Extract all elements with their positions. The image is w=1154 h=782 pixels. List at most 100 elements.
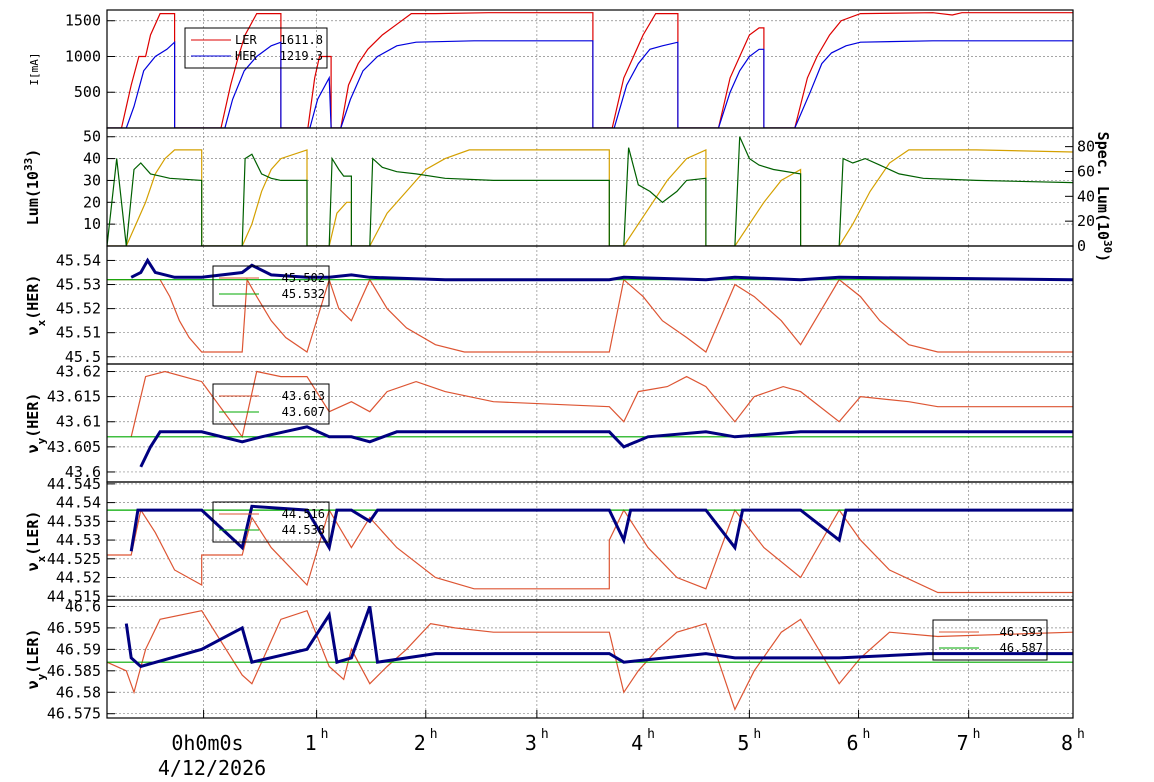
legend-box bbox=[184, 27, 328, 69]
legend-value: 43.613 bbox=[282, 389, 325, 403]
legend-value: 45.502 bbox=[282, 271, 325, 285]
ytick-label: 44.54 bbox=[56, 494, 101, 512]
ytick-right-label: 60 bbox=[1077, 162, 1095, 180]
ytick-label: 50 bbox=[83, 128, 101, 146]
xtick-sup: h bbox=[321, 727, 329, 742]
ytick-label: 46.575 bbox=[47, 705, 101, 723]
ytick-label: 40 bbox=[83, 150, 101, 168]
xtick-sup: h bbox=[973, 727, 981, 742]
y-axis-label: νx(LER) bbox=[24, 511, 48, 572]
y-axis-right-label: Spec. Lum(1030) bbox=[1094, 132, 1115, 263]
ytick-label: 43.615 bbox=[47, 388, 101, 406]
panel-frame bbox=[106, 363, 1074, 483]
panel-3: 43.6 43.605 43.61 43.615 43.62 νy(HER) 43.613 4… bbox=[24, 363, 1074, 483]
ytick-label: 45.54 bbox=[56, 251, 101, 269]
xtick-label: 2 bbox=[414, 731, 426, 755]
ytick-label: 46.6 bbox=[65, 597, 101, 615]
x-axis-date: 4/12/2026 bbox=[158, 756, 266, 780]
ytick-label: 30 bbox=[83, 171, 101, 189]
ytick-label: 45.53 bbox=[56, 276, 101, 294]
panel-frame bbox=[106, 481, 1074, 601]
ytick-label: 43.605 bbox=[47, 438, 101, 456]
xtick-label: 5 bbox=[737, 731, 749, 755]
legend-value: 45.532 bbox=[282, 287, 325, 301]
legend-value: 44.538 bbox=[282, 523, 325, 537]
series-line-her bbox=[107, 40, 1073, 128]
y-axis-label: Lum(1033) bbox=[22, 149, 43, 225]
xtick-sup: h bbox=[647, 727, 655, 742]
y-axis-label: νy(HER) bbox=[24, 393, 48, 454]
ytick-label: 45.51 bbox=[56, 324, 101, 342]
xtick-sup: h bbox=[753, 727, 761, 742]
x-axis: 0h0m0s 1 h 2 h 3 h 4 h 5 h 6 h 7 h 8 h4/12/2026 bbox=[158, 710, 1085, 780]
xtick-sup: h bbox=[430, 727, 438, 742]
series-line-set bbox=[107, 508, 1073, 594]
xtick-sup: h bbox=[1077, 727, 1085, 742]
series-line-lum bbox=[107, 148, 1073, 246]
ytick-label: 44.545 bbox=[47, 475, 101, 493]
series-line-meas bbox=[129, 504, 1073, 552]
ytick-label: 43.6 bbox=[65, 463, 101, 481]
xtick-label: 3 bbox=[525, 731, 537, 755]
ytick-label: 43.62 bbox=[56, 363, 101, 381]
ytick-label: 45.52 bbox=[56, 300, 101, 318]
ytick-label: 500 bbox=[74, 83, 101, 101]
legend-box bbox=[932, 619, 1048, 661]
xtick-label: 8 bbox=[1061, 731, 1073, 755]
ytick-label: 10 bbox=[83, 215, 101, 233]
legend-value: 1219.3 bbox=[280, 49, 323, 63]
legend-value: 43.607 bbox=[282, 405, 325, 419]
panel-2: 45.5 45.51 45.52 45.53 45.54 νx(HER) 45.502 45.… bbox=[24, 245, 1074, 366]
series-line-speclum bbox=[107, 136, 1073, 246]
ytick-label: 44.52 bbox=[56, 569, 101, 587]
legend-name: LER bbox=[235, 33, 257, 47]
xtick-sup: h bbox=[863, 727, 871, 742]
series-line-meas bbox=[139, 425, 1073, 468]
ytick-label: 46.58 bbox=[56, 683, 101, 701]
ytick-label: 46.595 bbox=[47, 619, 101, 637]
ytick-label: 20 bbox=[83, 193, 101, 211]
xtick-label: 0h0m0s bbox=[171, 731, 243, 755]
ytick-right-label: 80 bbox=[1077, 138, 1095, 156]
ytick-label: 46.585 bbox=[47, 662, 101, 680]
panel-frame bbox=[106, 599, 1074, 719]
series-line-meas bbox=[124, 605, 1073, 669]
legend-box bbox=[212, 265, 330, 307]
series-line-set bbox=[130, 370, 1073, 439]
legend-value: 1611.8 bbox=[280, 33, 323, 47]
xtick-label: 1 bbox=[305, 731, 317, 755]
ytick-right-label: 20 bbox=[1077, 212, 1095, 230]
ytick-label: 45.5 bbox=[65, 348, 101, 366]
legend-name: HER bbox=[235, 49, 257, 63]
panel-frame bbox=[106, 127, 1074, 247]
xtick-label: 7 bbox=[957, 731, 969, 755]
ytick-label: 44.525 bbox=[47, 550, 101, 568]
ytick-label: 44.53 bbox=[56, 531, 101, 549]
series-line-set bbox=[107, 609, 1073, 711]
legend-box bbox=[212, 383, 330, 425]
ytick-label: 44.535 bbox=[47, 512, 101, 530]
xtick-label: 6 bbox=[847, 731, 859, 755]
legend-value: 46.593 bbox=[1000, 625, 1043, 639]
panel-1: 10 20 30 40 50 0 20 40 60 80 Lum(1033) Spec. Lum(10… bbox=[22, 127, 1115, 263]
legend-box bbox=[212, 501, 330, 543]
ytick-label: 44.515 bbox=[47, 587, 101, 605]
panel-0: 500 1000 1500 I[mA] LER 1611.8 HER 1219.3 bbox=[28, 9, 1074, 129]
series-line-meas bbox=[130, 257, 1073, 282]
y-axis-label: νx(HER) bbox=[24, 275, 48, 336]
ytick-right-label: 40 bbox=[1077, 187, 1095, 205]
series-line-set bbox=[107, 277, 1073, 353]
panel-5: 46.575 46.58 46.585 46.59 46.595 46.6 νy(LER) 4… bbox=[24, 597, 1074, 723]
ytick-right-label: 0 bbox=[1077, 237, 1086, 255]
ytick-label: 1000 bbox=[65, 47, 101, 65]
xtick-label: 4 bbox=[631, 731, 643, 755]
legend-value: 46.587 bbox=[1000, 641, 1043, 655]
y-axis-label: νy(LER) bbox=[24, 629, 48, 690]
ytick-label: 1500 bbox=[65, 12, 101, 30]
series-line-ler bbox=[107, 12, 1073, 128]
ytick-label: 43.61 bbox=[56, 413, 101, 431]
legend-value: 44.516 bbox=[282, 507, 325, 521]
y-axis-label: I[mA] bbox=[28, 52, 41, 85]
